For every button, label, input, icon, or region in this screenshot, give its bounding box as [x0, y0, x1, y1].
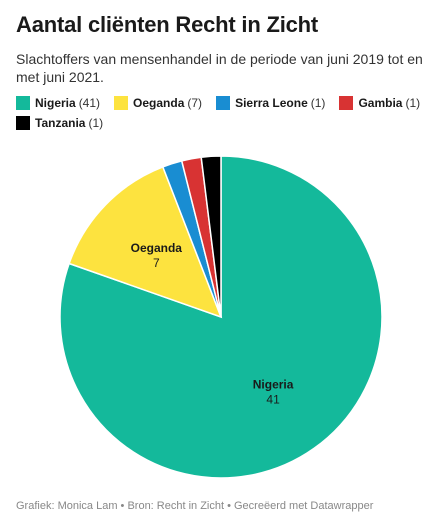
pie-slice-tanzania [200, 155, 222, 318]
legend-count: (7) [187, 96, 203, 110]
legend-label: Sierra Leone [235, 96, 308, 110]
pie-slice-oeganda [68, 165, 223, 319]
legend-swatch [114, 96, 129, 110]
legend-count: (1) [88, 116, 104, 130]
legend-swatch [216, 96, 231, 110]
chart-title: Aantal cliënten Recht in Zicht [16, 12, 319, 37]
chart-subtitle: Slachtoffers van mensenhandel in de peri… [16, 51, 423, 85]
legend-item-gambia: Gambia (1) [339, 95, 420, 111]
legend-count: (1) [310, 96, 326, 110]
slice-label-name: Nigeria [253, 378, 294, 392]
legend-count: (1) [405, 96, 421, 110]
legend-item-oeganda: Oeganda (7) [114, 95, 202, 111]
legend-label: Nigeria [35, 96, 76, 110]
chart-legend: Nigeria (41) Oeganda (7) Sierra Leone (1) Gamb… [16, 95, 431, 131]
legend-item-sierra-leone: Sierra Leone (1) [216, 95, 325, 111]
slice-label-name: Oeganda [131, 241, 183, 255]
legend-swatch [339, 96, 354, 110]
legend-label: Tanzania [35, 116, 86, 130]
legend-count: (41) [78, 96, 101, 110]
chart-footer: Grafiek: Monica Lam • Bron: Recht in Zic… [16, 500, 374, 512]
legend-swatch [16, 116, 30, 130]
legend-label: Oeganda [133, 96, 185, 110]
legend-item-nigeria: Nigeria (41) [16, 95, 100, 111]
legend-swatch [16, 96, 30, 110]
slice-label-value: 41 [266, 393, 280, 407]
pie-slices [59, 155, 383, 479]
legend-label: Gambia [358, 96, 403, 110]
legend-item-tanzania: Tanzania (1) [16, 115, 103, 131]
slice-label-value: 7 [153, 256, 160, 270]
